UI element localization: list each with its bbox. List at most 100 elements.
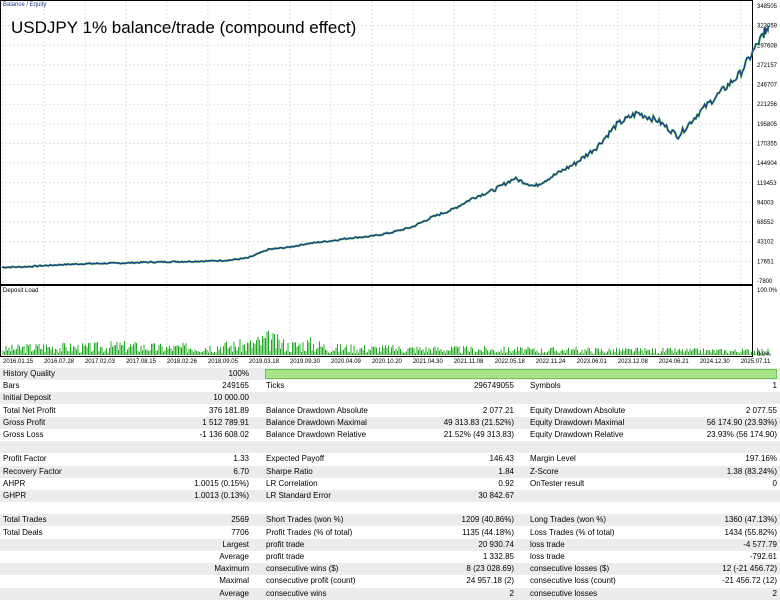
stat-value: 2 — [772, 588, 777, 598]
stats-row: Average profit trade 1 332.85 loss trade -79… — [0, 551, 780, 563]
stat-value: 21.52% (49 313.83) — [443, 430, 514, 439]
stat-value: 7706 — [231, 527, 249, 537]
stat-value: 24 957.18 (2) — [466, 576, 514, 586]
y-tick-label: 272157 — [757, 63, 778, 69]
stat-label: Balance Drawdown Absolute — [266, 405, 368, 415]
stats-row — [0, 502, 780, 514]
x-tick-label: 2022.11.24 — [536, 359, 566, 365]
y-tick-label: 68552 — [757, 220, 774, 226]
stat-value: -1 136 608.02 — [199, 430, 249, 439]
stat-value: 1 — [772, 381, 777, 391]
stat-value: 8 (23 028.69) — [466, 564, 514, 574]
deposit-load-bars — [2, 330, 769, 355]
stat-value: 1209 (40.86%) — [461, 515, 514, 525]
stat-label: Ticks — [266, 381, 285, 391]
stat-value: 1.33 — [233, 454, 249, 464]
stat-value: -4 577.79 — [743, 539, 777, 549]
stat-label: Margin Level — [530, 454, 576, 464]
x-tick-label: 2019.03.18 — [249, 359, 280, 365]
stat-label: LR Correlation — [266, 478, 318, 488]
x-tick-label: 2020.04.09 — [331, 359, 362, 365]
stat-value: 10 000.00 — [213, 393, 249, 403]
stats-row: Recovery Factor 6.70 Sharpe Ratio 1.84 Z-Sco… — [0, 465, 780, 478]
stat-value: 376 181.89 — [208, 405, 249, 415]
stat-value: Largest — [222, 539, 249, 549]
stat-label: Loss Trades (% of total) — [530, 527, 615, 537]
chart-title: USDJPY 1% balance/trade (compound effect… — [11, 18, 357, 37]
x-tick-label: 2016.01.15 — [3, 359, 34, 365]
stat-label: OnTester result — [530, 478, 585, 488]
stats-row: Bars 249165 Ticks 296749055 Symbols 1 — [0, 380, 780, 392]
stat-label: AHPR — [3, 478, 26, 488]
stat-value: 49 313.83 (21.52%) — [443, 417, 514, 427]
stat-label: Bars — [3, 381, 20, 391]
deposit-load-label: Deposit Load — [3, 288, 39, 294]
stat-value: -792.61 — [749, 552, 777, 561]
x-tick-label: 2021.11.08 — [454, 359, 484, 365]
stat-label: Equity Drawdown Absolute — [530, 405, 626, 415]
stat-value: 1.84 — [498, 466, 514, 476]
x-tick-label: 2023.12.08 — [618, 359, 649, 365]
stats-table: History Quality 100% Bars 249165 Ticks 296749… — [0, 368, 780, 600]
y-tick-label: 170355 — [757, 141, 778, 147]
y-tick-label: 221256 — [757, 102, 778, 108]
stat-label: Sharpe Ratio — [266, 466, 313, 476]
stat-value: 1360 (47.13%) — [724, 515, 777, 525]
chart-svg: 3485053230592976082721572467072212561958… — [0, 0, 778, 365]
stat-label: profit trade — [266, 539, 305, 549]
y-tick-label: 297608 — [757, 43, 778, 49]
stats-row: Average consecutive wins 2 consecutive loss… — [0, 587, 780, 600]
stat-value: 2569 — [231, 515, 249, 525]
stats-row: Largest profit trade 20 930.74 loss trade -4… — [0, 538, 780, 551]
stat-value: 249165 — [222, 381, 249, 391]
x-tick-label: 2021.04.30 — [413, 359, 444, 365]
stat-label: Gross Loss — [3, 430, 44, 439]
stat-label: Total Deals — [3, 527, 43, 537]
stat-value: 2 077.21 — [482, 405, 514, 415]
stats-row: AHPR 1.0015 (0.15%) LR Correlation 0.92 OnTe… — [0, 478, 780, 490]
stat-label: Profit Factor — [3, 454, 47, 464]
x-tick-label: 2016.07.28 — [44, 359, 75, 365]
y-tick-label: 246707 — [757, 83, 778, 89]
stat-value: 12 (-21 456.72) — [722, 564, 777, 574]
y-tick-label: 43102 — [757, 240, 774, 246]
stats-row: Total Net Profit 376 181.89 Balance Drawdo… — [0, 405, 780, 417]
stats-row: Maximum consecutive wins ($) 8 (23 028.69)… — [0, 563, 780, 576]
chart-legend: Balance / Equity — [3, 2, 47, 8]
x-tick-label: 2020.10.20 — [372, 359, 403, 365]
stat-value: 146.43 — [489, 454, 514, 464]
x-tick-label: 2019.09.30 — [290, 359, 321, 365]
y-tick-label: 17651 — [757, 259, 774, 265]
stat-value: Average — [219, 552, 249, 561]
stat-value: 2 077.55 — [745, 405, 777, 415]
stat-label: Short Trades (won %) — [266, 515, 344, 525]
stats-row: Total Deals 7706 Profit Trades (% of total… — [0, 527, 780, 539]
stat-value: 100% — [228, 369, 249, 378]
stat-value: Maximal — [219, 576, 249, 586]
stat-label: LR Standard Error — [266, 491, 331, 500]
stat-label: Balance Drawdown Relative — [266, 430, 367, 439]
stat-label: consecutive loss (count) — [530, 576, 616, 586]
stat-value: 296749055 — [473, 381, 514, 391]
stat-label: Expected Payoff — [266, 454, 325, 464]
stat-value: 1.0013 (0.13%) — [194, 491, 249, 500]
stat-label: Total Trades — [3, 515, 47, 525]
stat-label: profit trade — [266, 552, 305, 561]
stat-label: Recovery Factor — [3, 466, 62, 476]
y-tick-label: 195805 — [757, 122, 778, 128]
stats-row: Maximal consecutive profit (count) 24 957.… — [0, 575, 780, 587]
stat-label: loss trade — [530, 552, 565, 561]
stats-row: Gross Loss -1 136 608.02 Balance Drawdown … — [0, 429, 780, 441]
x-tick-label: 2024.12.30 — [700, 359, 731, 365]
stats-row — [0, 441, 780, 454]
stats-row: Total Trades 2569 Short Trades (won %) 1209… — [0, 514, 780, 527]
stat-value: 1 332.85 — [482, 552, 514, 561]
stat-label: Equity Drawdown Relative — [530, 430, 624, 439]
stat-label: Z-Score — [530, 466, 559, 476]
stats-row: Gross Profit 1 512 789.91 Balance Drawdown… — [0, 416, 780, 429]
stats-row: Profit Factor 1.33 Expected Payoff 146.43 Ma… — [0, 453, 780, 465]
x-tick-label: 2022.05.18 — [495, 359, 526, 365]
load-y-tick-label: 0.0% — [757, 352, 771, 358]
x-tick-label: 2025.07.11 — [741, 359, 771, 365]
stat-value: 0.92 — [498, 478, 514, 488]
